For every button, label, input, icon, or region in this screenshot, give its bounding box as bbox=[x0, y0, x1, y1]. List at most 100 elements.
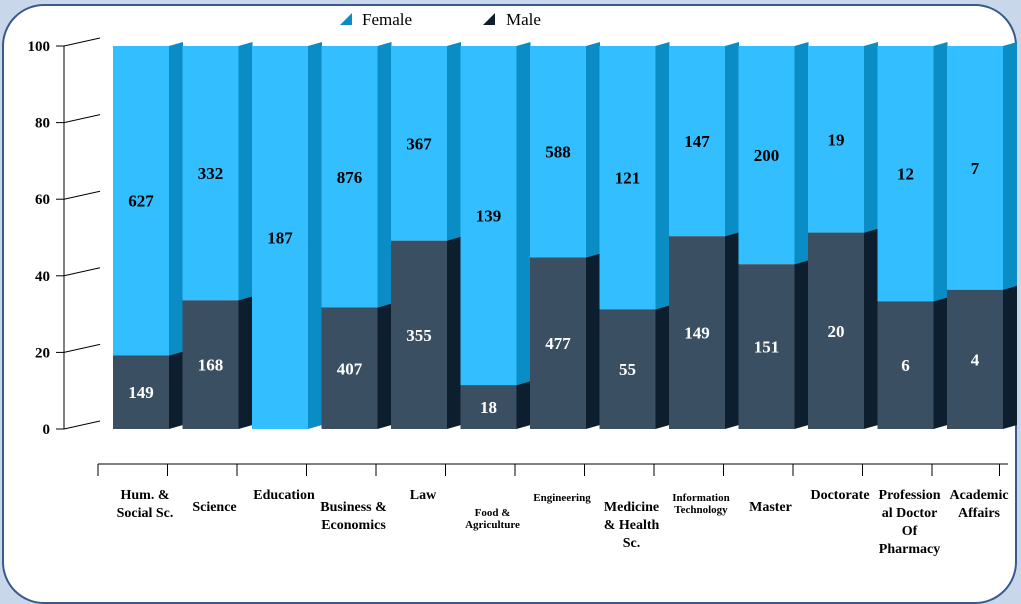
bar-male bbox=[599, 309, 656, 429]
male-value-label: 151 bbox=[754, 338, 780, 357]
bar-female-side bbox=[377, 42, 392, 308]
bar-group: 407 876 bbox=[321, 42, 392, 429]
x-category-label: Agriculture bbox=[465, 519, 520, 531]
bar-female-side bbox=[725, 42, 739, 237]
x-category-label: Academic bbox=[949, 488, 1008, 503]
male-value-label: 55 bbox=[619, 360, 636, 379]
bar-male-side bbox=[377, 303, 392, 429]
x-category-label: Education bbox=[253, 488, 315, 503]
x-category-label: al Doctor bbox=[882, 506, 938, 521]
female-value-label: 627 bbox=[128, 192, 154, 211]
male-value-label: 18 bbox=[480, 398, 497, 417]
bar-female-side bbox=[933, 42, 948, 302]
y-tick-label: 80 bbox=[35, 116, 50, 132]
bar-male-side bbox=[864, 228, 878, 429]
female-value-label: 332 bbox=[198, 164, 224, 183]
gridline bbox=[63, 267, 101, 277]
bar-female bbox=[252, 46, 308, 429]
gridline bbox=[63, 114, 101, 124]
bar-male-side bbox=[169, 351, 183, 429]
gridline bbox=[63, 190, 101, 200]
female-value-label: 187 bbox=[267, 229, 293, 248]
y-tick-label: 40 bbox=[35, 269, 50, 285]
male-value-label: 149 bbox=[684, 324, 710, 343]
female-value-label: 588 bbox=[545, 143, 571, 162]
bar-female bbox=[738, 46, 795, 265]
x-category-label: Master bbox=[749, 500, 792, 515]
y-axis: 0 20 40 60 80 100 bbox=[28, 37, 101, 438]
y-tick-label: 0 bbox=[43, 422, 51, 438]
bar-group: 47 bbox=[947, 42, 1017, 429]
bar-female bbox=[113, 46, 169, 356]
x-category-label: Law bbox=[410, 488, 437, 503]
bar-female-side bbox=[447, 42, 461, 241]
x-category-label: Economics bbox=[321, 518, 386, 533]
x-category-label: Engineering bbox=[533, 492, 591, 504]
bar-male bbox=[530, 257, 586, 429]
x-category-label: Business & bbox=[320, 500, 387, 515]
x-category-label: Medicine bbox=[604, 500, 659, 515]
x-category-label: Sc. bbox=[623, 536, 641, 551]
bar-male-side bbox=[933, 297, 948, 429]
x-category-label: & Health bbox=[604, 518, 660, 533]
gridline bbox=[63, 37, 101, 47]
female-value-label: 12 bbox=[897, 165, 914, 184]
x-category-label: Hum. & bbox=[121, 488, 170, 503]
bar-group: 55 121 bbox=[599, 42, 670, 429]
bar-female-side bbox=[1003, 42, 1017, 290]
x-category-label: Affairs bbox=[958, 506, 1001, 521]
female-value-label: 139 bbox=[476, 207, 502, 226]
bar-group: 187 bbox=[252, 42, 322, 429]
y-tick-label: 100 bbox=[28, 39, 51, 55]
bar-male-side bbox=[447, 236, 461, 429]
bar-male-side bbox=[655, 305, 670, 429]
male-value-label: 6 bbox=[901, 356, 910, 375]
female-value-label: 7 bbox=[971, 159, 980, 178]
bar-male bbox=[182, 300, 239, 429]
bar-male bbox=[669, 236, 725, 429]
bar-male bbox=[391, 240, 447, 429]
bar-female-side bbox=[655, 42, 670, 310]
bar-male bbox=[947, 289, 1003, 429]
legend-female-label: Female bbox=[362, 10, 412, 29]
male-value-label: 477 bbox=[545, 334, 571, 353]
bar-female-side bbox=[238, 42, 253, 301]
bar-male bbox=[460, 385, 517, 429]
bar-group: 149 627 bbox=[113, 42, 183, 429]
legend-male-label: Male bbox=[506, 10, 541, 29]
y-tick-label: 20 bbox=[35, 345, 50, 361]
female-value-label: 147 bbox=[684, 132, 710, 151]
bar-male bbox=[738, 264, 795, 429]
bar-male-side bbox=[516, 381, 531, 429]
bar-male-side bbox=[586, 253, 600, 429]
x-category-label: Social Sc. bbox=[117, 506, 174, 521]
bar-group: 355 367 bbox=[391, 42, 461, 429]
female-value-label: 121 bbox=[615, 169, 641, 188]
x-category-label: Of bbox=[902, 524, 918, 539]
male-value-label: 4 bbox=[971, 350, 980, 369]
bar-female bbox=[947, 46, 1003, 290]
bar-female bbox=[182, 46, 239, 301]
bar-group: 477 588 bbox=[530, 42, 600, 429]
x-category-label: Profession bbox=[879, 488, 941, 503]
bar-female bbox=[460, 46, 517, 386]
bar-female-side bbox=[169, 42, 183, 356]
bar-female bbox=[321, 46, 378, 308]
male-value-label: 407 bbox=[337, 359, 363, 378]
male-value-label: 355 bbox=[406, 326, 432, 345]
bar-group: 18 139 bbox=[460, 42, 531, 429]
female-value-label: 876 bbox=[337, 168, 363, 187]
male-value-label: 149 bbox=[128, 383, 154, 402]
bar-male bbox=[321, 307, 378, 429]
bar-male-side bbox=[725, 232, 739, 429]
bar-female-side bbox=[516, 42, 531, 386]
x-category-label: Doctorate bbox=[810, 488, 869, 503]
bar-female bbox=[530, 46, 586, 258]
bar-female-side bbox=[586, 42, 600, 258]
x-category-label: Science bbox=[192, 500, 236, 515]
x-category-label: Information bbox=[672, 492, 729, 504]
x-category-label: Food & bbox=[475, 507, 511, 519]
bar-group: 168 332 bbox=[182, 42, 253, 429]
x-category-label: Technology bbox=[674, 504, 728, 516]
